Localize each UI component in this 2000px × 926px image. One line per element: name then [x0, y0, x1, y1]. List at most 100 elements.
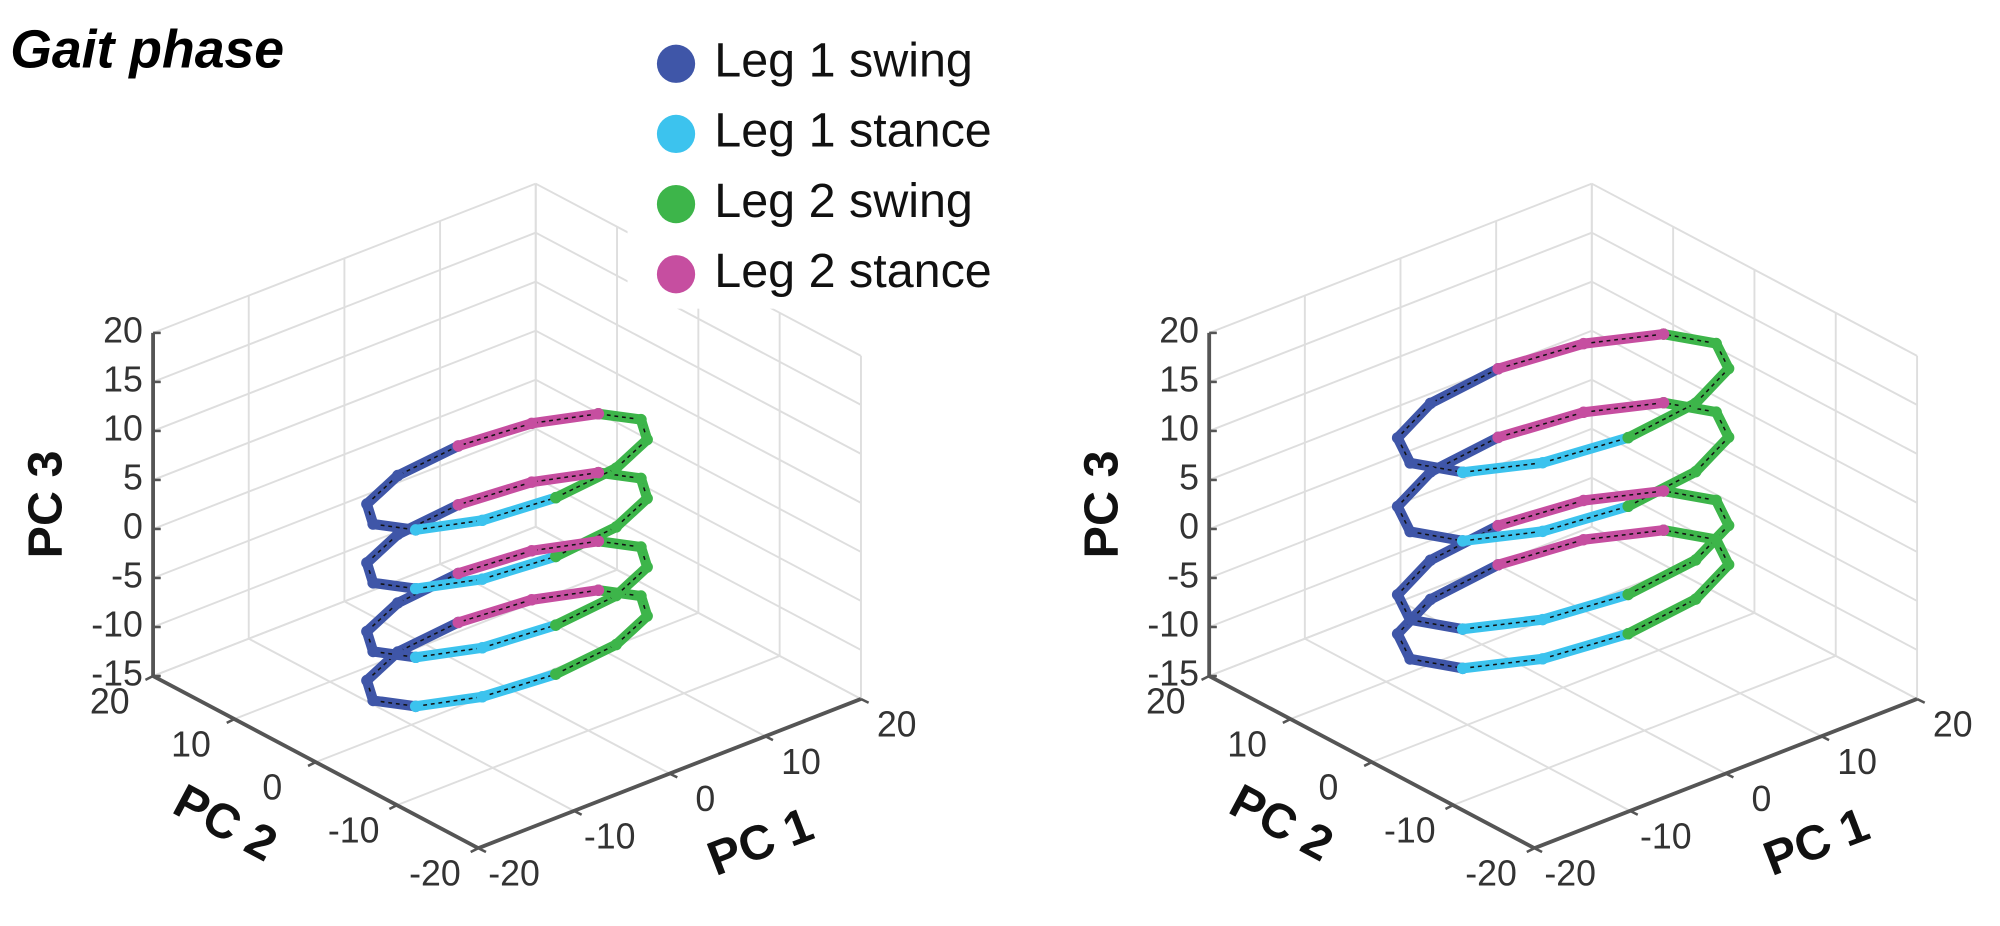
z-tick-label: 5: [123, 457, 143, 497]
trajectory-point: [409, 524, 422, 536]
trajectory-point: [1710, 533, 1722, 546]
legend-label: Leg 2 swing: [714, 174, 973, 228]
trajectory-point: [1577, 406, 1590, 419]
trajectory-point: [1722, 519, 1735, 532]
trajectory: [1391, 363, 1504, 675]
trajectory-trace: [482, 624, 557, 649]
y-tick: [1444, 804, 1454, 811]
trajectory-point: [592, 408, 605, 420]
trajectory-point: [361, 498, 373, 510]
trajectory-segment: [1492, 534, 1589, 570]
x-tick: [860, 697, 870, 704]
trajectory-point: [392, 646, 404, 658]
trajectory-point: [1536, 525, 1549, 538]
trajectory-segment: [361, 470, 403, 510]
data-layer: [361, 328, 1735, 713]
x-axis-label: PC 1: [700, 798, 820, 887]
x-tick-label: -20: [1544, 854, 1596, 894]
trajectory-point: [1622, 588, 1634, 601]
trajectory-trace: [555, 467, 617, 499]
trajectory-point: [1577, 337, 1590, 350]
trajectory-point: [525, 417, 538, 430]
grid-line: [1208, 182, 1593, 334]
legend: Leg 1 swing Leg 1 stance Leg 2 swing Leg 2 …: [627, 25, 1062, 309]
trajectory-point: [1492, 559, 1504, 571]
y-tick-label: 20: [90, 682, 130, 722]
trajectory: [1456, 431, 1634, 675]
z-tick-label: 15: [103, 359, 143, 399]
trajectory-trace: [1663, 333, 1717, 345]
trajectory-point: [1690, 397, 1702, 409]
trajectory-segment: [367, 695, 421, 712]
grid-line: [1591, 280, 1918, 455]
y-tick-label: 10: [171, 725, 211, 765]
trajectory-point: [452, 499, 464, 511]
trajectory-point: [610, 462, 623, 474]
trajectory-point: [1391, 432, 1404, 444]
trajectory-point: [1492, 431, 1504, 444]
trajectory-point: [367, 694, 379, 707]
grid-line: [535, 329, 862, 504]
trajectory-point: [1690, 593, 1702, 605]
z-tick-label: 20: [103, 310, 143, 350]
trajectory-trace: [458, 481, 532, 506]
trajectory-segment: [611, 493, 653, 533]
x-tick: [1820, 735, 1830, 742]
trajectory-trace: [1462, 618, 1543, 630]
trajectory-trace: [1663, 529, 1717, 541]
y-tick: [388, 804, 398, 811]
trajectory-point: [1657, 485, 1670, 497]
y-tick: [1282, 717, 1292, 725]
x-tick-label: 10: [781, 742, 821, 782]
trajectory-point: [409, 700, 422, 713]
x-tick: [1629, 809, 1639, 816]
trajectory-point: [1657, 328, 1670, 340]
trajectory-point: [392, 528, 404, 541]
z-tick-label: -10: [91, 604, 143, 644]
trajectory-segment: [1492, 338, 1589, 374]
trajectory-segment: [367, 518, 421, 535]
x-tick-label: 0: [695, 779, 715, 819]
x-tick: [669, 772, 678, 779]
trajectory-point: [1404, 613, 1416, 626]
trajectory-point: [1577, 533, 1590, 546]
trajectory-point: [635, 413, 647, 426]
trajectory-segment: [593, 536, 647, 553]
y-tick-label: 0: [262, 768, 282, 808]
x-tick-label: 0: [1752, 779, 1772, 819]
trajectory-point: [476, 514, 489, 527]
trajectory-segment: [361, 597, 403, 637]
trajectory-point: [550, 619, 562, 631]
trajectory-point: [1391, 628, 1404, 640]
grid-line: [1591, 427, 1918, 602]
trajectory-point: [641, 561, 653, 573]
grid-line: [152, 329, 537, 481]
trajectory-segment: [611, 434, 653, 474]
trajectory-segment: [1537, 432, 1634, 468]
grid-line: [152, 231, 537, 383]
trajectory-trace: [1397, 471, 1432, 507]
trajectory-point: [1622, 627, 1634, 640]
trajectory-trace: [458, 599, 532, 624]
trajectory-segment: [611, 561, 653, 601]
trajectory-point: [452, 616, 464, 629]
x-tick: [1533, 847, 1543, 854]
trajectory-point: [1391, 588, 1404, 601]
trajectory-point: [452, 567, 464, 580]
trajectory-point: [1424, 554, 1437, 566]
trajectory-trace: [1462, 658, 1543, 670]
trajectory-trace: [1695, 368, 1730, 404]
trajectory-point: [1456, 466, 1469, 479]
trajectory-point: [592, 535, 605, 547]
legend-marker: [656, 114, 696, 154]
trajectory-trace: [1409, 658, 1463, 670]
trajectory-trace: [1430, 368, 1499, 405]
trajectory-trace: [1409, 462, 1463, 474]
grid-line: [1290, 568, 1674, 720]
z-tick-label: -5: [1167, 555, 1199, 595]
x-tick-label: 10: [1837, 742, 1877, 782]
trajectory-trace: [1695, 436, 1730, 473]
trajectory-trace: [1583, 490, 1664, 502]
trajectory-segment: [593, 408, 647, 425]
trajectory-point: [1424, 466, 1437, 478]
